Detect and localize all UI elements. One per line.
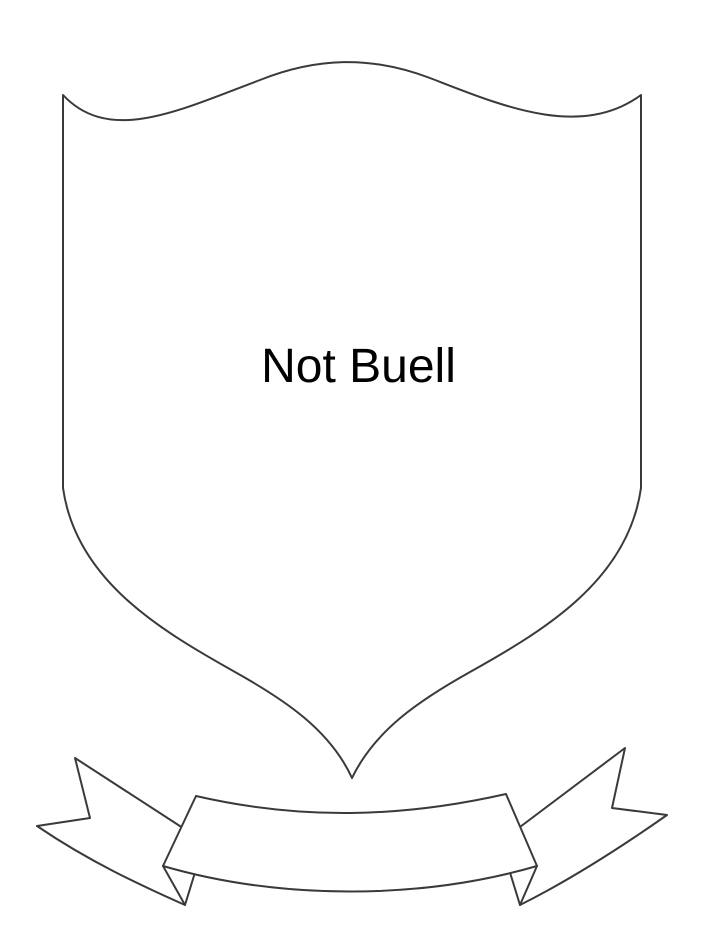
shield-outline	[62, 61, 642, 779]
banner-right-tail	[511, 747, 668, 906]
banner-ribbon	[162, 793, 538, 893]
banner-left-tail	[36, 757, 187, 906]
